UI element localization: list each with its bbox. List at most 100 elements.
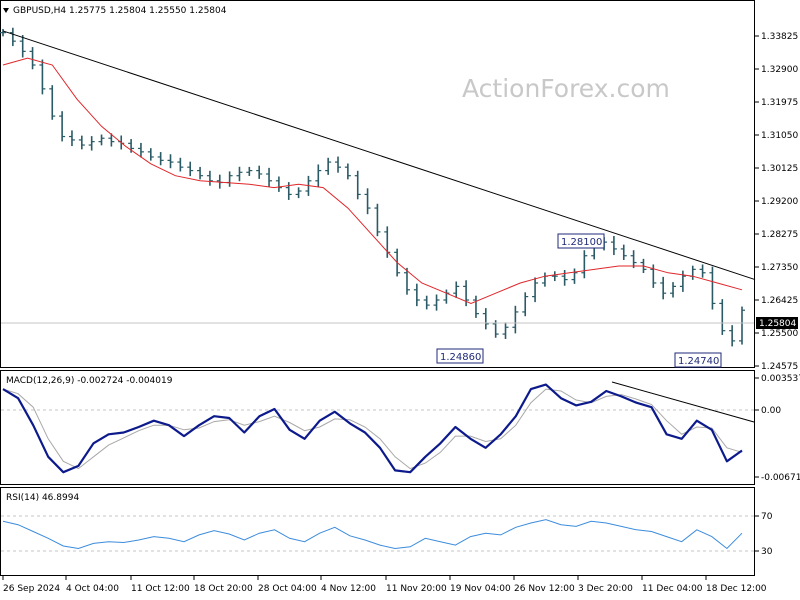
annotation-high: 1.28100 <box>557 233 605 249</box>
price-bar <box>403 267 410 295</box>
y-tick-label: 1.31050 <box>761 131 798 141</box>
price-panel-header: GBPUSD,H4 1.25775 1.25804 1.25550 1.2580… <box>13 6 227 16</box>
price-bar <box>344 163 351 180</box>
price-bar <box>719 299 726 335</box>
price-bar <box>275 176 282 192</box>
collapse-triangle-icon[interactable] <box>3 8 9 13</box>
x-tick-label: 3 Dec 20:00 <box>578 584 633 594</box>
y-tick: 0.00 <box>755 406 781 416</box>
price-bar <box>68 130 75 147</box>
price-bar <box>679 270 686 292</box>
rsi-panel-frame <box>0 487 755 576</box>
x-tick: 11 Oct 12:00 <box>130 576 190 594</box>
y-tick: 1.29200 <box>755 197 798 207</box>
y-tick-label: 1.25500 <box>761 329 798 339</box>
x-tick: 28 Oct 04:00 <box>257 576 317 594</box>
y-tick-label: -0.006711 <box>761 473 800 483</box>
price-bar <box>610 235 617 256</box>
x-tick: 26 Sep 2024 <box>2 576 60 594</box>
price-bar <box>29 47 36 70</box>
x-tick-label: 11 Oct 12:00 <box>131 584 190 594</box>
y-tick: 1.25500 <box>755 329 798 339</box>
price-bar <box>532 277 539 303</box>
rsi-path <box>2 519 743 550</box>
annotation-high-label: 1.28100 <box>561 237 602 248</box>
price-bar <box>581 250 588 279</box>
price-bar <box>266 167 273 187</box>
price-bar <box>620 244 627 261</box>
x-tick: 19 Nov 04:00 <box>449 576 511 594</box>
y-tick: 30 <box>755 547 773 557</box>
rsi-line <box>2 519 743 550</box>
x-tick-label: 19 Nov 04:00 <box>450 584 511 594</box>
y-tick-label: 30 <box>761 547 773 557</box>
price-bar <box>137 142 144 158</box>
x-tick: 3 Dec 20:00 <box>577 576 633 594</box>
macd-line <box>2 383 743 474</box>
price-bar <box>670 282 677 298</box>
macd-panel: MACD(12,26,9) -0.002724 -0.004019 0.0035… <box>0 370 800 485</box>
price-panel: ActionForex.com GBPUSD,H4 1.25775 1.2580… <box>0 0 798 372</box>
y-tick: 1.26425 <box>755 296 798 306</box>
y-tick: -0.006711 <box>755 473 800 483</box>
x-tick-label: 26 Nov 12:00 <box>514 584 575 594</box>
price-bar <box>739 306 745 345</box>
price-bar <box>49 85 56 120</box>
annotation-low-1: 1.24860 <box>436 348 484 364</box>
y-tick-label: 1.26425 <box>761 296 798 306</box>
x-tick: 11 Nov 20:00 <box>385 576 447 594</box>
price-bars <box>0 27 745 347</box>
y-tick-label: 1.30125 <box>761 164 798 174</box>
x-tick: 4 Nov 12:00 <box>320 576 376 594</box>
rsi-y-axis: 70 30 <box>755 512 773 557</box>
annotation-low-2-label: 1.24740 <box>678 356 719 367</box>
price-bar <box>374 203 381 237</box>
price-bar <box>502 322 509 339</box>
x-tick-label: 28 Oct 04:00 <box>258 584 317 594</box>
y-tick: 1.24575 <box>755 362 798 372</box>
price-bar <box>256 165 263 179</box>
x-axis: 26 Sep 2024 4 Oct 04:00 11 Oct 12:00 18 … <box>2 576 767 594</box>
price-bar <box>246 166 253 176</box>
y-tick-label: 1.31975 <box>761 98 798 108</box>
rsi-panel: RSI(14) 46.8994 70 30 <box>0 487 773 576</box>
price-bar <box>147 148 154 161</box>
y-tick: 1.27350 <box>755 263 798 273</box>
x-tick: 18 Oct 20:00 <box>193 576 253 594</box>
price-bar <box>561 270 568 286</box>
macd-path <box>2 383 743 474</box>
price-bar <box>236 166 243 182</box>
y-tick: 1.30125 <box>755 164 798 174</box>
current-price-tag: 1.25804 <box>756 317 798 329</box>
price-bar <box>315 164 322 187</box>
price-bar <box>19 35 26 58</box>
moving-average <box>2 57 743 304</box>
price-bar <box>157 152 164 166</box>
price-bar <box>78 135 85 150</box>
price-bar <box>660 276 667 300</box>
price-bar <box>197 166 204 180</box>
y-tick-label: 1.24575 <box>761 362 798 372</box>
price-bar <box>0 28 6 37</box>
y-tick-label: 1.29200 <box>761 197 798 207</box>
y-tick-label: 70 <box>761 512 773 522</box>
macd-y-axis: 0.003537 0.00 -0.006711 <box>755 374 800 483</box>
price-bar <box>59 111 66 142</box>
macd-trendline <box>611 381 755 423</box>
price-bar <box>108 133 115 147</box>
macd-panel-header: MACD(12,26,9) -0.002724 -0.004019 <box>6 376 173 386</box>
price-bar <box>413 283 420 307</box>
y-tick: 1.31050 <box>755 131 798 141</box>
price-bar <box>187 161 194 177</box>
price-bar <box>325 157 332 175</box>
y-tick-label: 0.00 <box>761 406 781 416</box>
price-bar <box>39 59 46 95</box>
price-bar <box>699 264 706 278</box>
y-tick: 1.33825 <box>755 32 798 42</box>
trendline-path <box>2 30 756 281</box>
price-bar <box>98 134 105 146</box>
y-tick: 70 <box>755 512 773 522</box>
price-panel-frame <box>0 0 755 368</box>
price-bar <box>433 294 440 311</box>
